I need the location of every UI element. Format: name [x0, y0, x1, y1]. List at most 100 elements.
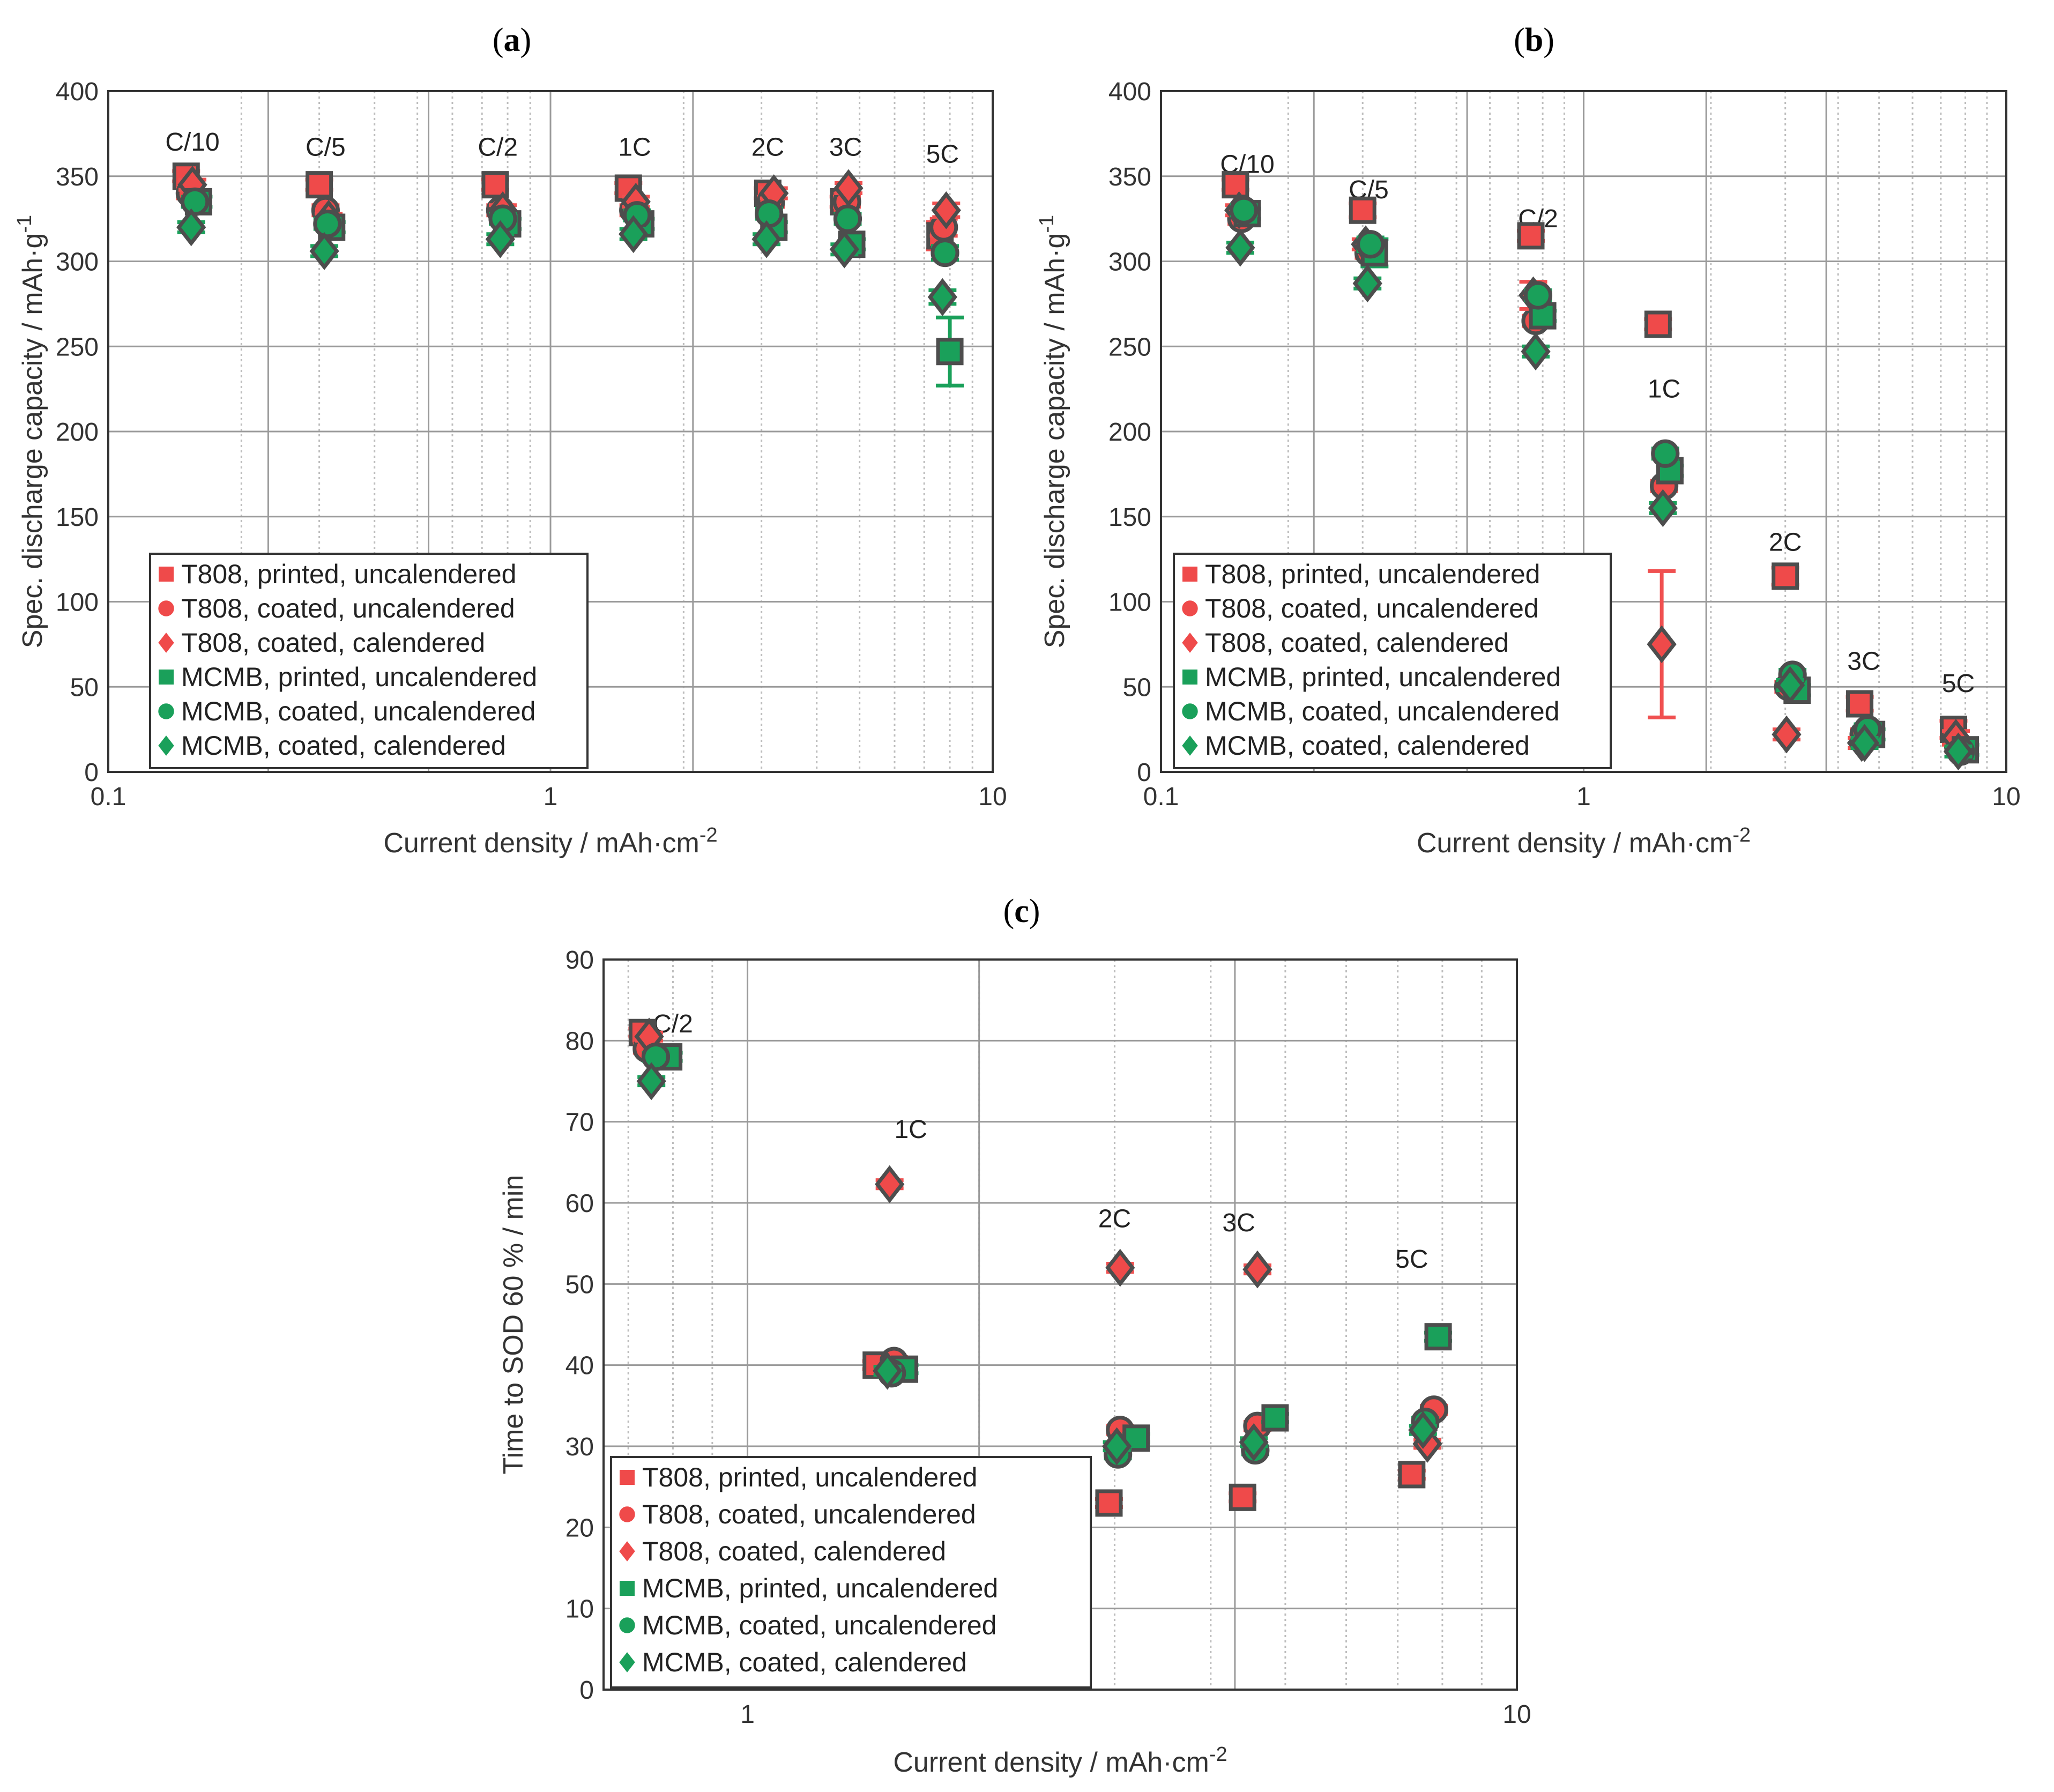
- x-tick-label: 10: [1502, 1700, 1531, 1729]
- data-point: [1644, 310, 1672, 338]
- y-tick-label: 150: [1108, 503, 1151, 532]
- legend-label: MCMB, coated, calendered: [181, 731, 506, 761]
- data-point: [1095, 1489, 1123, 1517]
- data-point: [1349, 196, 1377, 224]
- legend-item: MCMB, coated, uncalendered: [619, 1610, 996, 1640]
- square-marker: [1424, 1323, 1452, 1351]
- legend-item: MCMB, coated, calendered: [619, 1647, 967, 1677]
- diamond-legend-marker: [158, 735, 174, 756]
- y-tick-label: 350: [1108, 163, 1151, 191]
- y-tick-label: 400: [1108, 78, 1151, 106]
- panel-b: (b) 0 50 100 150 200 250 300 350 400 0.1 1 10 Current…: [1036, 22, 2021, 859]
- diamond-marker: [1242, 1250, 1272, 1289]
- data-point: [313, 210, 342, 239]
- data-point: [1651, 439, 1680, 468]
- circle-legend-marker: [158, 703, 174, 719]
- diamond-marker: [1408, 1411, 1438, 1449]
- legend-label: MCMB, coated, uncalendered: [181, 696, 535, 726]
- data-point: [927, 278, 957, 316]
- y-tick-label: 400: [56, 78, 99, 106]
- diamond-legend-marker: [1182, 735, 1198, 756]
- panel-c: (c) 0 10 20 30 40 50 60 70 80 90 1 10 Current density…: [498, 893, 1531, 1778]
- y-tick-label: 200: [56, 418, 99, 447]
- legend-label: MCMB, printed, uncalendered: [181, 662, 537, 692]
- rate-annotation: 3C: [1847, 648, 1880, 676]
- data-point: [1521, 332, 1551, 371]
- data-point: [1516, 222, 1545, 250]
- y-tick-label: 250: [56, 333, 99, 361]
- data-point: [1397, 1461, 1426, 1489]
- circle-legend-marker: [619, 1506, 635, 1522]
- rate-annotation: 2C: [1769, 528, 1802, 556]
- rate-annotation: 5C: [1942, 670, 1975, 698]
- diamond-marker: [1943, 732, 1974, 771]
- legend-label: MCMB, coated, uncalendered: [1205, 696, 1559, 726]
- data-point: [1105, 1248, 1135, 1287]
- legend-label: T808, coated, uncalendered: [642, 1499, 976, 1529]
- circle-legend-marker: [1182, 600, 1198, 616]
- y-tick-label: 70: [565, 1109, 594, 1137]
- diamond-marker: [872, 1351, 903, 1390]
- square-marker: [936, 338, 964, 366]
- diamond-marker: [833, 169, 864, 207]
- y-tick-label: 100: [56, 589, 99, 617]
- square-marker: [1517, 222, 1545, 250]
- circle-marker: [1356, 230, 1385, 259]
- data-point: [829, 230, 859, 269]
- x-tick-label: 10: [978, 783, 1007, 811]
- axes-box: [602, 958, 1518, 1691]
- legend-label: T808, coated, calendered: [642, 1536, 946, 1566]
- data-point: [1229, 196, 1259, 225]
- x-tick-label: 1: [1576, 783, 1591, 811]
- y-tick-label: 50: [70, 673, 99, 702]
- y-tick-label: 40: [565, 1352, 594, 1380]
- circle-marker: [1523, 281, 1553, 310]
- diamond-legend-marker: [619, 1652, 635, 1672]
- data-point: [1229, 1483, 1257, 1511]
- diamond-marker: [875, 1165, 905, 1203]
- y-tick-label: 10: [565, 1595, 594, 1624]
- legend-item: T808, coated, uncalendered: [1182, 593, 1539, 623]
- data-point: [1239, 1423, 1269, 1461]
- data-point: [755, 199, 784, 228]
- diamond-marker: [176, 208, 206, 247]
- diamond-marker: [1648, 489, 1678, 527]
- square-legend-marker: [1182, 670, 1197, 685]
- legend-item: T808, printed, uncalendered: [620, 1462, 977, 1492]
- legend-item: MCMB, coated, uncalendered: [1182, 696, 1559, 726]
- data-point: [1221, 171, 1249, 199]
- legend-item: MCMB, printed, uncalendered: [159, 662, 537, 692]
- square-marker: [1846, 690, 1874, 718]
- legend-box: [1173, 553, 1612, 769]
- legend-label: T808, coated, calendered: [181, 628, 485, 658]
- diamond-legend-marker: [619, 1541, 635, 1562]
- x-tick-label: 0.1: [91, 783, 126, 811]
- data-point: [1356, 230, 1385, 259]
- y-tick-label: 50: [1123, 673, 1151, 702]
- x-tick-label: 1: [544, 783, 558, 811]
- y-tick-label: 60: [565, 1189, 594, 1218]
- data-point: [176, 208, 206, 247]
- y-tick-label: 300: [1108, 248, 1151, 277]
- legend-item: T808, coated, calendered: [619, 1536, 946, 1566]
- data-point: [636, 1062, 666, 1101]
- diamond-marker: [1102, 1427, 1132, 1466]
- y-tick-label: 100: [1108, 589, 1151, 617]
- rate-annotation: C/5: [306, 133, 346, 162]
- diamond-marker: [1239, 1423, 1269, 1461]
- data-point: [305, 171, 333, 199]
- legend-item: T808, coated, uncalendered: [619, 1499, 976, 1529]
- data-point: [1102, 1427, 1132, 1466]
- data-point: [641, 1043, 671, 1072]
- x-axis-label: Current density / mAh·cm-2: [383, 824, 717, 859]
- legend-label: T808, coated, uncalendered: [181, 593, 515, 623]
- circle-marker: [833, 204, 862, 233]
- legend-box: [149, 553, 589, 769]
- data-points: [172, 162, 964, 388]
- circle-legend-marker: [619, 1617, 635, 1633]
- data-point: [872, 1351, 903, 1390]
- square-legend-marker: [1182, 567, 1197, 582]
- y-tick-label: 350: [56, 163, 99, 191]
- y-tick-label: 300: [56, 248, 99, 277]
- y-tick-label: 0: [84, 759, 99, 787]
